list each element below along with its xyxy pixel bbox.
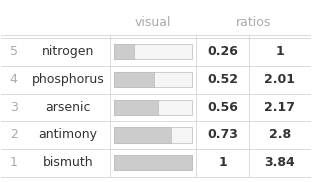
Text: 3.84: 3.84 [264, 156, 295, 169]
Text: visual: visual [135, 16, 171, 29]
Text: nitrogen: nitrogen [42, 45, 94, 58]
Text: phosphorus: phosphorus [32, 73, 104, 86]
Text: ratios: ratios [236, 16, 271, 29]
Bar [114, 155, 192, 170]
Text: 1: 1 [10, 156, 18, 169]
Text: 0.52: 0.52 [207, 73, 238, 86]
Bar [114, 127, 192, 143]
Bar [114, 44, 134, 59]
Text: arsenic: arsenic [45, 101, 90, 114]
Text: 4: 4 [10, 73, 18, 86]
Text: 2.17: 2.17 [264, 101, 295, 114]
Text: 3: 3 [10, 101, 18, 114]
Text: bismuth: bismuth [42, 156, 93, 169]
Text: antimony: antimony [38, 128, 97, 141]
Bar [114, 100, 192, 115]
Text: 2.8: 2.8 [269, 128, 291, 141]
Text: 0.26: 0.26 [207, 45, 238, 58]
Bar [114, 155, 192, 170]
Bar [114, 72, 154, 87]
Text: 5: 5 [10, 45, 18, 58]
Text: 1: 1 [218, 156, 227, 169]
Bar [114, 127, 171, 143]
Text: 0.73: 0.73 [207, 128, 238, 141]
Text: 0.56: 0.56 [207, 101, 238, 114]
Bar [114, 72, 192, 87]
Bar [114, 100, 158, 115]
Bar [114, 44, 192, 59]
Text: 2: 2 [10, 128, 18, 141]
Text: 2.01: 2.01 [264, 73, 295, 86]
Text: 1: 1 [275, 45, 284, 58]
